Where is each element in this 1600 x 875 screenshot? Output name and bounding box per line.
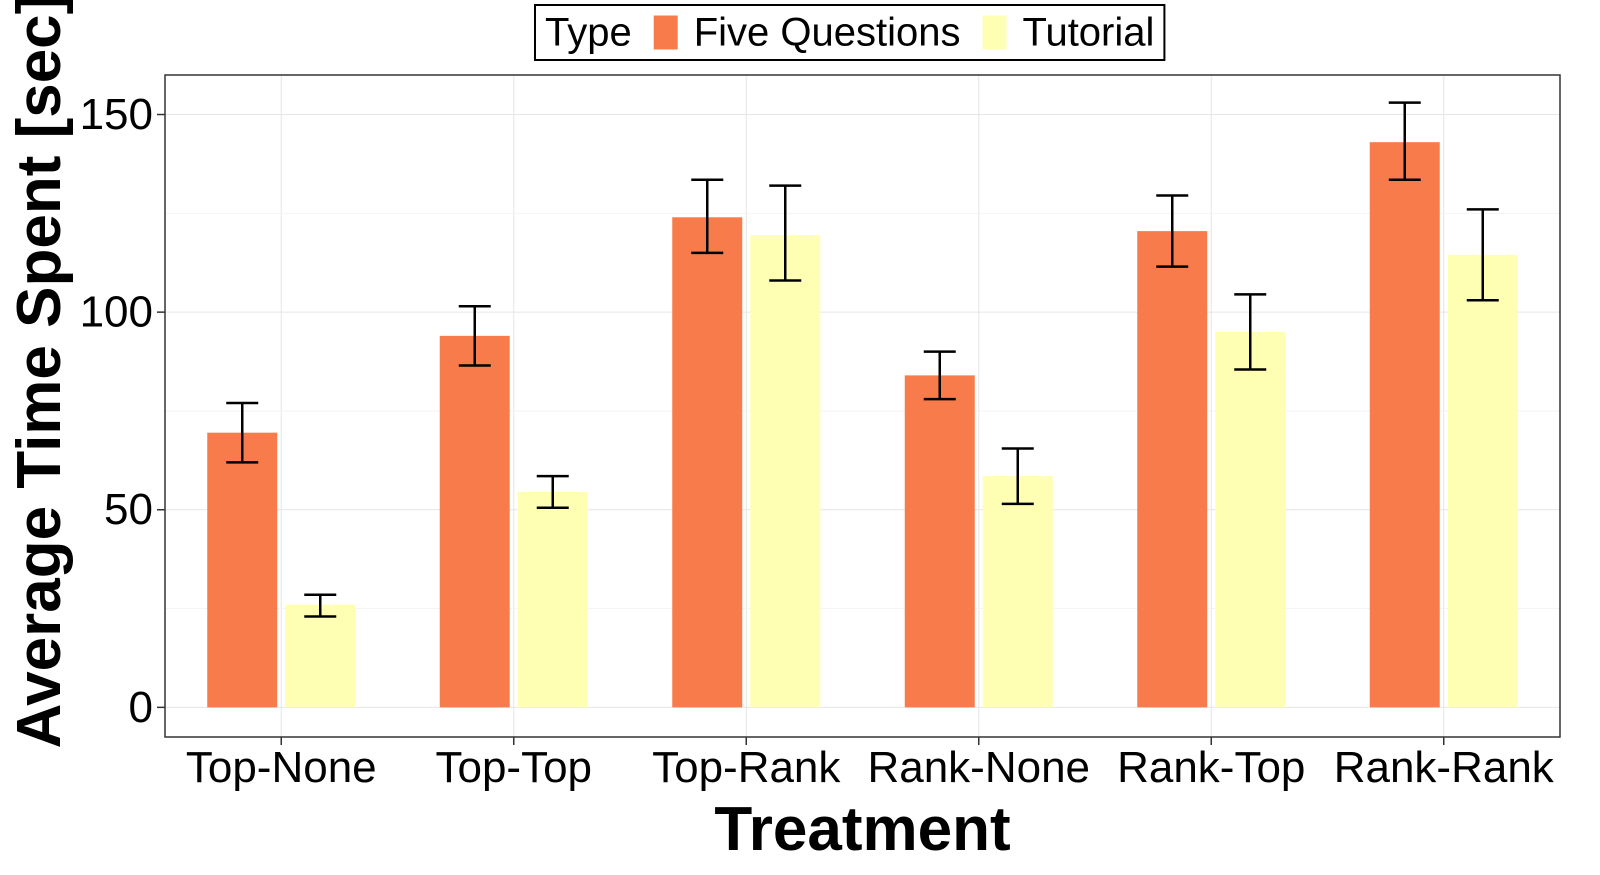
bar-five-questions-rank-rank [1369,142,1440,708]
y-tick-labels: 0 50 100 150 [80,90,153,732]
axis-ticks [157,113,1445,745]
bar-tutorial-top-rank [750,235,821,708]
x-tick-label: Top-None [186,743,377,792]
errorbar-tutorial-top-none [304,593,337,618]
y-tick-label: 100 [80,288,153,337]
bar-five-questions-rank-none [904,375,975,708]
legend-label-tutorial: Tutorial [1023,11,1155,55]
errorbar-five-questions-top-rank [691,178,724,255]
bar-five-questions-top-top [439,335,510,708]
bar-tutorial-rank-rank [1447,254,1518,708]
gridlines [165,75,1560,737]
x-tick-label: Top-Rank [652,743,841,792]
x-axis-title: Treatment [714,795,1010,864]
y-tick-label: 50 [104,485,153,534]
errorbar-tutorial-top-top [536,474,569,510]
bar-tutorial-top-none [285,604,356,708]
bar-five-questions-top-none [207,432,278,708]
errorbar-five-questions-rank-top [1156,194,1189,268]
errorbar-five-questions-top-top [458,304,491,367]
plot-border [164,74,1561,738]
legend-items: Five Questions Tutorial [653,11,1155,55]
x-tick-label: Rank-Rank [1334,743,1555,792]
legend-label-five-questions: Five Questions [694,11,961,55]
legend: Type Five Questions Tutorial [534,4,1166,61]
errorbar-tutorial-rank-rank [1466,208,1499,302]
bars [207,142,1518,708]
x-tick-label: Rank-None [867,743,1090,792]
error-bars [226,101,1499,618]
x-tick-label: Rank-Top [1117,743,1305,792]
errorbar-tutorial-rank-none [1001,447,1034,506]
errorbar-five-questions-rank-rank [1388,101,1421,181]
errorbar-five-questions-top-none [226,401,259,464]
x-tick-labels: Top-None Top-Top Top-Rank Rank-None Rank-Top… [186,743,1555,792]
bar-five-questions-rank-top [1137,231,1208,708]
y-tick-label: 0 [129,683,153,732]
errorbar-tutorial-rank-top [1234,293,1267,371]
bar-tutorial-top-top [517,491,588,708]
legend-box [534,4,1166,61]
x-tick-label: Top-Top [435,743,592,792]
y-tick-label: 150 [80,90,153,139]
bar-tutorial-rank-none [982,476,1053,708]
y-axis-title: Average Time Spent [sec] [5,0,74,748]
errorbar-five-questions-rank-none [923,350,956,401]
legend-swatch-tutorial [982,15,1007,50]
errorbar-tutorial-top-rank [769,184,802,282]
legend-swatch-five-questions [653,15,678,50]
legend-title: Type [545,11,632,55]
bar-five-questions-top-rank [672,217,743,708]
bar-tutorial-rank-top [1215,331,1286,708]
